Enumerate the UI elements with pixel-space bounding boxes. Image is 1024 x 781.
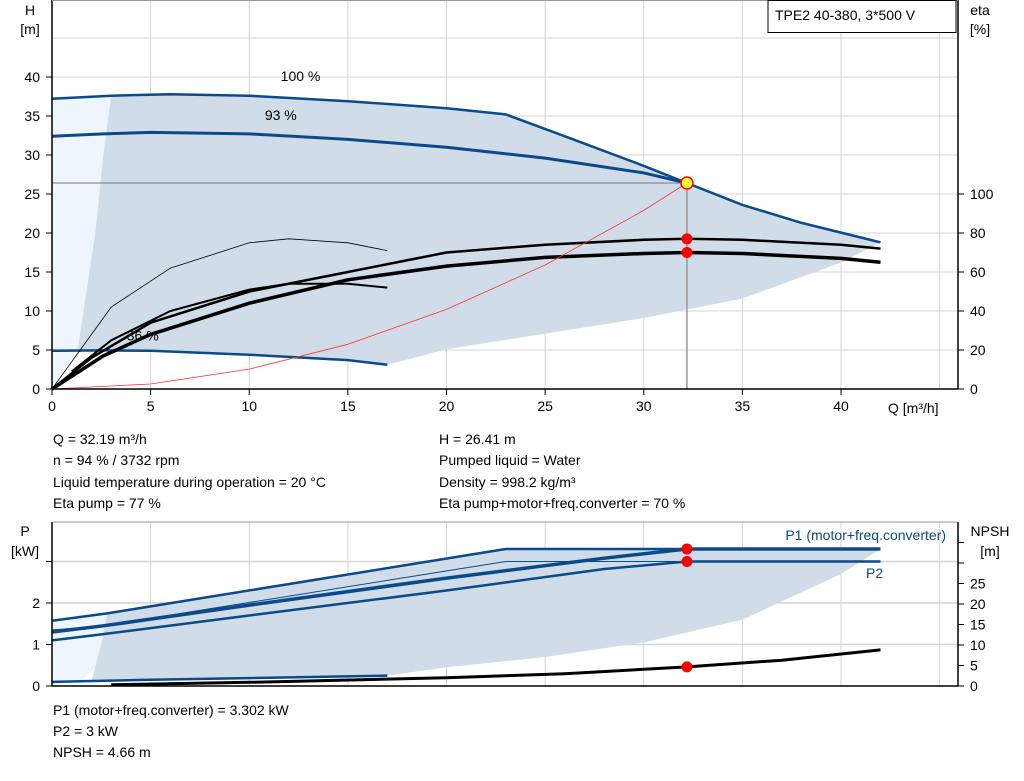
x-tick-label: 10	[241, 398, 257, 414]
readout-npsh: NPSH = 4.66 m	[53, 744, 151, 760]
legend-p1: P1 (motor+freq.converter)	[785, 527, 946, 543]
y-axis-label: H	[25, 2, 35, 18]
npsh-axis-unit: [m]	[980, 543, 999, 559]
p-axis-label: P	[20, 523, 29, 539]
readout-density: Density = 998.2 kg/m³	[439, 474, 576, 490]
y2-tick-label: 100	[970, 186, 994, 202]
x-tick-label: 5	[147, 398, 155, 414]
title-box	[767, 0, 957, 33]
npsh-tick-label: 0	[970, 678, 978, 694]
x-tick-label: 30	[636, 398, 652, 414]
curve-h36	[51, 349, 388, 367]
y-tick-label: 40	[24, 69, 40, 85]
curve-eta_total_min	[71, 282, 388, 373]
npsh-tick-label: 15	[970, 617, 986, 633]
y-tick-label: 0	[32, 381, 40, 397]
eta-total-marker	[681, 247, 693, 258]
readout-p2: P2 = 3 kW	[53, 723, 118, 739]
npsh-tick-label: 5	[970, 658, 978, 674]
y2-axis-unit: [%]	[970, 21, 990, 37]
curve-h100	[51, 92, 881, 244]
p1-marker	[681, 543, 693, 555]
curve-npsh	[111, 648, 881, 687]
y2-tick-label: 0	[970, 381, 978, 397]
curve-h93	[51, 130, 688, 185]
p2-marker	[681, 556, 693, 567]
speed-label: 100 %	[281, 68, 321, 84]
y2-tick-label: 20	[970, 342, 986, 358]
x-tick-label: 20	[439, 398, 455, 414]
x-tick-label: 35	[735, 398, 751, 414]
y-tick-label: 20	[24, 225, 40, 241]
readout-eta-pump: Eta pump = 77 %	[53, 495, 161, 511]
readout-eta-total: Eta pump+motor+freq.converter = 70 %	[439, 495, 686, 511]
power-range-area	[91, 549, 881, 681]
p-tick-label: 1	[32, 637, 40, 653]
y-axis-unit: [m]	[20, 21, 39, 37]
readout-h: H = 26.41 m	[439, 431, 516, 447]
eta-pump-marker	[681, 233, 693, 245]
y-tick-label: 5	[32, 342, 40, 358]
npsh-axis-label: NPSH	[971, 523, 1010, 539]
y2-tick-label: 60	[970, 264, 986, 280]
y2-tick-label: 40	[970, 303, 986, 319]
speed-label: 36 %	[127, 328, 159, 344]
operating-range-area	[77, 94, 881, 365]
chart-title: TPE2 40-380, 3*500 V	[775, 7, 916, 23]
curve-system	[51, 182, 688, 390]
y-tick-label: 35	[24, 108, 40, 124]
npsh-tick-label: 20	[970, 596, 986, 612]
y-tick-label: 30	[24, 147, 40, 163]
x-tick-label: 40	[833, 398, 849, 414]
x-tick-label: 25	[537, 398, 553, 414]
readout-q: Q = 32.19 m³/h	[53, 431, 147, 447]
legend-p2: P2	[866, 565, 883, 581]
y-tick-label: 10	[24, 303, 40, 319]
y2-tick-label: 80	[970, 225, 986, 241]
curve-eta_total	[51, 250, 881, 391]
readout-n: n = 94 % / 3732 rpm	[53, 452, 180, 468]
readout-p1: P1 (motor+freq.converter) = 3.302 kW	[53, 702, 289, 718]
curve-eta_pump	[51, 237, 881, 390]
readout-liquid: Pumped liquid = Water	[439, 452, 581, 468]
y-tick-label: 25	[24, 186, 40, 202]
x-tick-label: 0	[48, 398, 56, 414]
npsh-tick-label: 25	[970, 576, 986, 592]
curve-eta_pump_min	[51, 238, 388, 390]
readout-temp: Liquid temperature during operation = 20…	[53, 474, 326, 490]
x-axis-label: Q [m³/h]	[888, 400, 939, 416]
operating-range-light	[52, 95, 112, 389]
y2-axis-label: eta	[970, 2, 990, 18]
npsh-marker	[681, 661, 693, 673]
npsh-tick-label: 10	[970, 637, 986, 653]
speed-label: 93 %	[265, 107, 297, 123]
y-tick-label: 15	[24, 264, 40, 280]
duty-point-marker	[680, 176, 694, 190]
p-axis-unit: [kW]	[11, 543, 39, 559]
p-tick-label: 0	[32, 678, 40, 694]
curve-p_min	[51, 674, 388, 684]
p-tick-label: 2	[32, 595, 40, 611]
x-tick-label: 15	[340, 398, 356, 414]
